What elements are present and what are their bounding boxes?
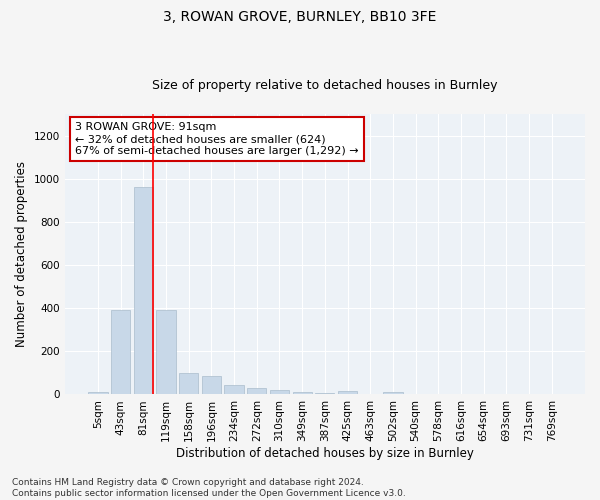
Text: 3 ROWAN GROVE: 91sqm
← 32% of detached houses are smaller (624)
67% of semi-deta: 3 ROWAN GROVE: 91sqm ← 32% of detached h… xyxy=(75,122,359,156)
Bar xyxy=(338,391,357,394)
Bar xyxy=(88,392,107,394)
Bar xyxy=(179,373,199,394)
Text: 3, ROWAN GROVE, BURNLEY, BB10 3FE: 3, ROWAN GROVE, BURNLEY, BB10 3FE xyxy=(163,10,437,24)
Bar xyxy=(157,310,176,394)
Bar xyxy=(202,376,221,394)
Y-axis label: Number of detached properties: Number of detached properties xyxy=(15,161,28,347)
Bar xyxy=(134,188,153,394)
Bar xyxy=(293,392,312,394)
X-axis label: Distribution of detached houses by size in Burnley: Distribution of detached houses by size … xyxy=(176,447,474,460)
Bar xyxy=(247,388,266,394)
Bar xyxy=(224,385,244,394)
Bar xyxy=(111,310,130,394)
Title: Size of property relative to detached houses in Burnley: Size of property relative to detached ho… xyxy=(152,79,497,92)
Bar xyxy=(270,390,289,394)
Bar xyxy=(383,392,403,394)
Text: Contains HM Land Registry data © Crown copyright and database right 2024.
Contai: Contains HM Land Registry data © Crown c… xyxy=(12,478,406,498)
